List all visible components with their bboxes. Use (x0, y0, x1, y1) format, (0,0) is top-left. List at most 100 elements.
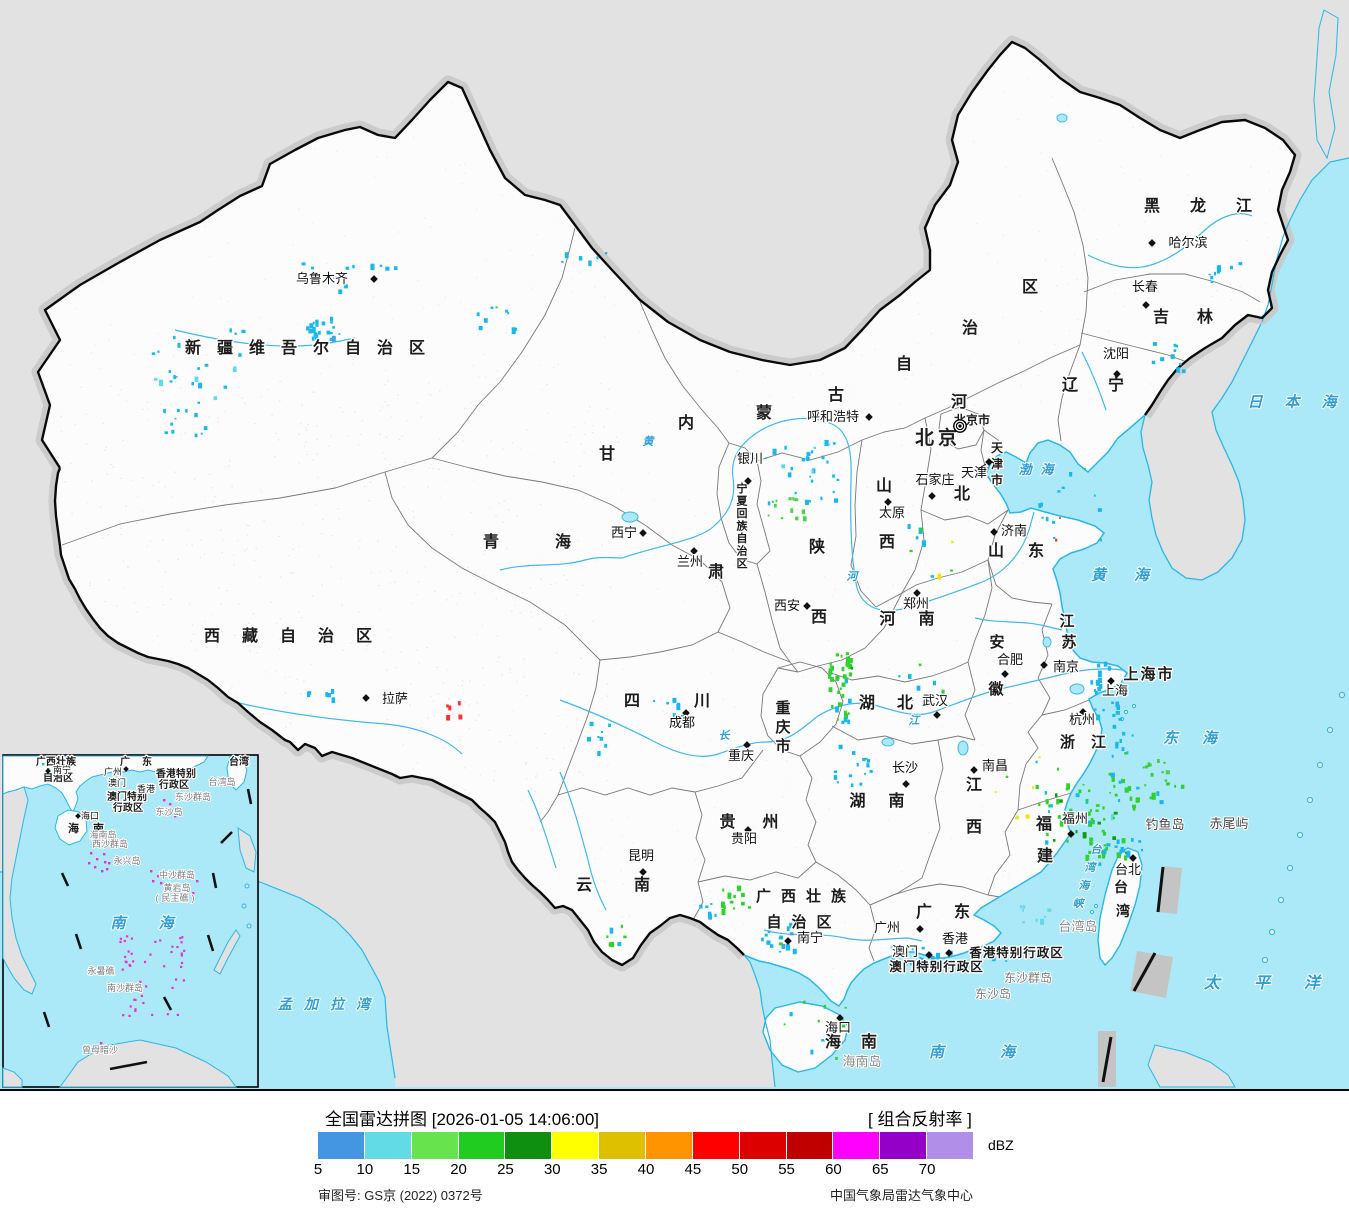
inset-label: 南沙群岛 (107, 982, 143, 993)
city-label: 南昌 (982, 758, 1008, 773)
city-marker (639, 868, 647, 876)
sea-label: 南海 (929, 1044, 1018, 1061)
inset-reef-marker (183, 949, 186, 952)
product-label: [ 组合反射率 ] (868, 1110, 972, 1129)
inset-echo (52, 764, 55, 767)
province-label: 河南 (879, 609, 934, 628)
inset-city-label: 广州 (104, 766, 122, 777)
inset-reef-marker (180, 961, 184, 965)
inset-reef-marker (127, 950, 130, 953)
city-label: 海口 (825, 1020, 851, 1035)
inset-sea-label: 南海 (110, 915, 176, 932)
ryukyu-island (1268, 928, 1276, 936)
city-label: 银川 (737, 451, 763, 466)
province-label: 吉林 (1153, 307, 1213, 326)
inset-reef-marker (134, 1008, 137, 1011)
inset-reef-marker (88, 862, 91, 865)
province-label: 四川 (624, 693, 710, 710)
inset-reef-marker (176, 945, 179, 949)
city-marker (925, 951, 933, 959)
inset-label: 自治区 (43, 771, 73, 784)
city-label: 广州 (874, 920, 900, 935)
inset-reef-marker (130, 952, 133, 955)
city-marker (75, 813, 81, 819)
province-label: 广东 (916, 902, 970, 921)
inset-reef-marker (108, 862, 111, 865)
inset-malay (2, 1067, 23, 1088)
city-label: 西安 (774, 598, 800, 613)
city-marker (123, 766, 129, 772)
inset-label: 西沙群岛 (92, 838, 128, 849)
province-label: 江苏 (1059, 612, 1076, 651)
inset-reef-marker (182, 979, 185, 982)
inset-nine-dash (206, 934, 215, 952)
legend-color-step (646, 1132, 693, 1159)
city-marker (1001, 670, 1009, 678)
province-boundaries (61, 157, 1261, 962)
city-label: 呼和浩特 (807, 409, 859, 424)
province-label: 贵州 (719, 812, 778, 831)
inset-reef-marker (121, 968, 124, 971)
inset-reef-marker (123, 939, 126, 943)
inset-label: 行政区 (112, 801, 143, 814)
inset-reef-marker (90, 852, 93, 855)
inset-city-label: 海口 (81, 810, 99, 821)
inset-city-label: 南宁 (53, 764, 71, 775)
lake (1056, 113, 1068, 123)
sea-label: 渤海 (1018, 462, 1055, 477)
city-label: 长沙 (892, 760, 918, 775)
ryukyu-island (1261, 956, 1269, 964)
city-label: 台北 (1115, 862, 1141, 877)
inset-label: 黄岩岛 (163, 882, 190, 893)
inset-reef-marker (160, 882, 163, 885)
legend-tick-value: 20 (450, 1161, 467, 1178)
inset-reef-marker (139, 980, 142, 983)
province-label: 湖北 (859, 694, 913, 712)
city-label: 重庆 (728, 748, 754, 763)
city-label: 香港 (942, 931, 968, 946)
inset-label: 香港 (137, 783, 155, 794)
island-label: 钓鱼岛 (1145, 817, 1184, 832)
city-marker (1129, 854, 1137, 862)
province-label: 北京 (915, 426, 957, 449)
inset-label: 香港特别 (156, 767, 196, 780)
inset-reef-marker (149, 953, 152, 956)
inset-reef-marker (180, 954, 184, 957)
city-marker (784, 937, 792, 945)
legend-color-step (458, 1132, 506, 1159)
inset-reef-marker (163, 965, 166, 968)
legend-color-step (552, 1132, 600, 1159)
city-label: 西宁 (611, 525, 637, 540)
inset-reef-marker (142, 1001, 145, 1005)
legend-tick-value: 30 (543, 1161, 561, 1178)
korea-coastline (1140, 321, 1263, 581)
tianjin-pointer (977, 463, 987, 470)
inset-reef-marker (128, 1014, 131, 1017)
ryukyu-island (1296, 831, 1304, 839)
inset-reef-marker (196, 880, 199, 883)
legend-color-step (786, 1132, 834, 1159)
legend-tick-value: 5 (313, 1161, 323, 1178)
south-china-sea-inset: 广西壮族自治区 广东 台湾香港特别行政区澳门特别行政区 澳门香港海 南 台湾岛东沙群岛东沙… (2, 754, 259, 1088)
province-label: 河北 (951, 392, 970, 503)
inset-reef-marker (107, 985, 110, 988)
river-label: 长 (719, 729, 731, 742)
city-marker (970, 766, 978, 774)
ryukyu-island (1306, 796, 1314, 804)
sea-label: 黄海 (1091, 567, 1152, 584)
city-marker (639, 529, 647, 537)
inset-vietnam (2, 786, 37, 995)
inset-mainland (2, 755, 209, 813)
inset-label: 行政区 (158, 778, 189, 791)
inset-reef-marker (122, 1014, 125, 1017)
color-scale-ticks: 5 10 15 20 25 30 35 40 45 50 55 60 65 70 (0, 1161, 1349, 1179)
inset-label: 永暑礁 (87, 965, 114, 976)
inset-island (244, 883, 250, 889)
inset-reef-marker (176, 1013, 179, 1017)
province-label: 福建 (1035, 814, 1053, 865)
inset-label: 台湾 (229, 755, 249, 768)
map-license-number: 审图号: GS京 (2022) 0372号 (318, 1188, 483, 1203)
inset-reef-marker (130, 937, 134, 940)
province-label: 山西 (876, 477, 895, 551)
inset-taiwan (226, 755, 248, 791)
